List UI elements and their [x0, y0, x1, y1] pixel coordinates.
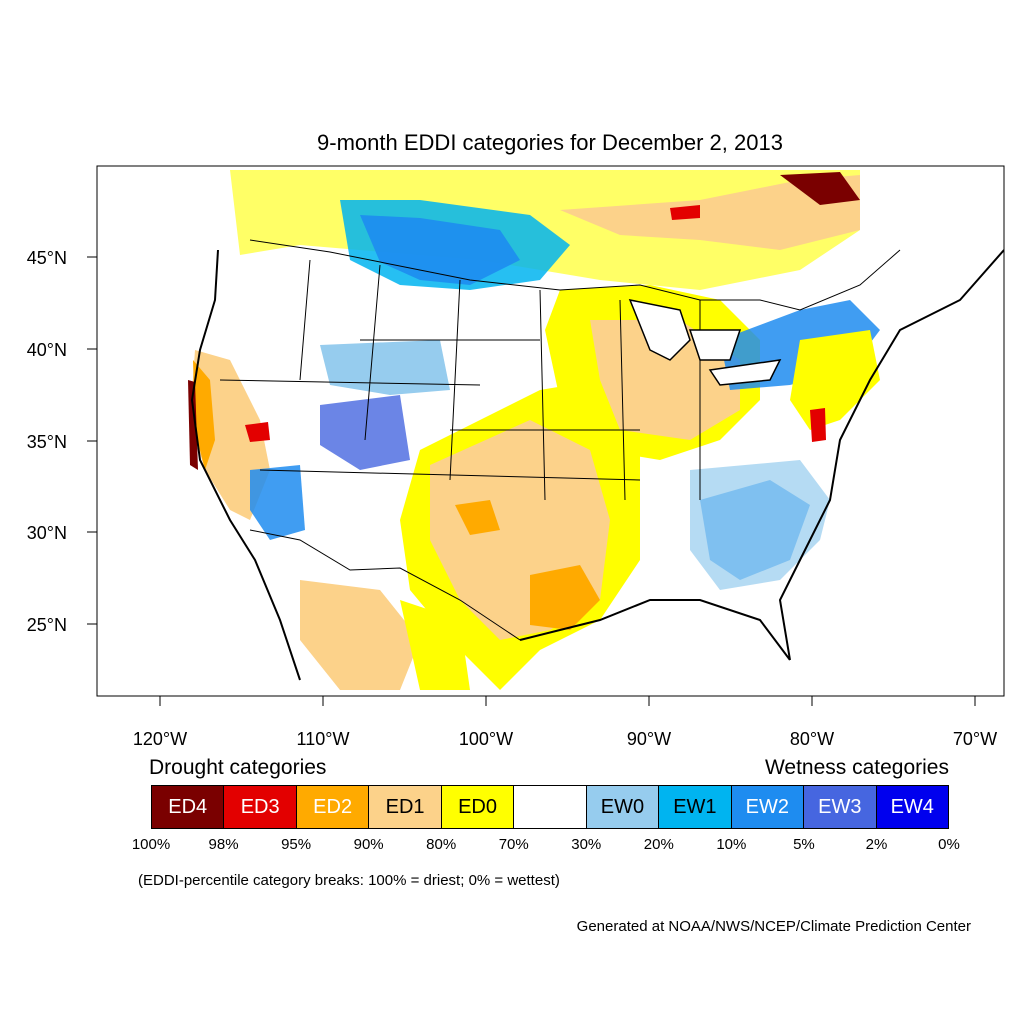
map-title: 9-month EDDI categories for December 2, … — [317, 130, 783, 155]
legend-break-label: 10% — [716, 836, 747, 853]
legend-break-label: 100% — [131, 836, 171, 853]
lat-label-45: 45°N — [27, 248, 67, 268]
lat-label-35: 35°N — [27, 432, 67, 452]
canada-dry-ed3 — [670, 205, 700, 220]
lon-label-120: 120°W — [133, 729, 187, 749]
legend-box-ed3: ED3 — [224, 786, 297, 828]
legend-box-ew1: EW1 — [659, 786, 732, 828]
legend-box-ed4: ED4 — [152, 786, 225, 828]
okla-ed2 — [455, 500, 500, 535]
westcoast-ed4 — [188, 380, 198, 470]
mexico-ed0 — [400, 600, 470, 690]
canada-dry-core — [780, 172, 860, 205]
map-frame — [96, 165, 1005, 697]
border-mexico — [249, 529, 521, 641]
lat-label-25: 25°N — [27, 615, 67, 635]
lon-label-80: 80°W — [790, 729, 834, 749]
legend-break-label: 80% — [426, 836, 457, 853]
category-legend: ED4 ED3 ED2 ED1 ED0 EW0 EW1 EW2 EW3 EW4 — [151, 785, 949, 829]
northeast-ed0 — [790, 330, 880, 430]
legend-break-label: 70% — [498, 836, 529, 853]
lat-label-40: 40°N — [27, 340, 67, 360]
legend-break-label: 2% — [865, 836, 888, 853]
state-lines — [219, 259, 701, 501]
legend-box-ed2: ED2 — [296, 786, 370, 828]
wetness-heading: Wetness categories — [764, 756, 949, 779]
canada-wet-core — [360, 215, 520, 285]
legend-box-ew2: EW2 — [731, 786, 805, 828]
texas-ed2 — [530, 565, 600, 630]
legend-box-ed1: ED1 — [369, 786, 442, 828]
nevada-ed3 — [245, 422, 270, 442]
legend-break-label: 30% — [571, 836, 602, 853]
legend-box-normal — [514, 786, 587, 828]
great-lakes — [628, 298, 782, 386]
legend-box-ew3: EW3 — [804, 786, 877, 828]
drought-heading: Drought categories — [149, 756, 327, 779]
colorado-wet — [320, 395, 410, 470]
lon-label-70: 70°W — [953, 729, 997, 749]
border-canada — [249, 239, 901, 311]
legend-break-label: 90% — [353, 836, 384, 853]
legend-break-label: 0% — [938, 836, 960, 853]
lon-label-100: 100°W — [459, 729, 513, 749]
legend-break-label: 20% — [643, 836, 674, 853]
midatlantic-ed3 — [810, 408, 826, 442]
lat-label-30: 30°N — [27, 523, 67, 543]
legend-break-label: 98% — [208, 836, 239, 853]
lon-label-90: 90°W — [627, 729, 671, 749]
legend-break-label: 95% — [281, 836, 312, 853]
legend-box-ew0: EW0 — [586, 786, 660, 828]
lon-label-110: 110°W — [297, 729, 350, 749]
coastline — [190, 249, 1004, 681]
legend-box-ew4: EW4 — [876, 786, 948, 828]
rockies-wet — [320, 340, 450, 395]
canada-dry-ne — [560, 175, 860, 250]
legend-break-label: 5% — [793, 836, 815, 853]
southeast-ew0 — [690, 460, 830, 590]
legend-box-ed0: ED0 — [441, 786, 515, 828]
southwest-wet — [250, 465, 305, 540]
category-note: (EDDI-percentile category breaks: 100% =… — [138, 872, 560, 889]
mexico-ed1 — [300, 580, 420, 690]
credit-line: Generated at NOAA/NWS/NCEP/Climate Predi… — [576, 918, 971, 935]
